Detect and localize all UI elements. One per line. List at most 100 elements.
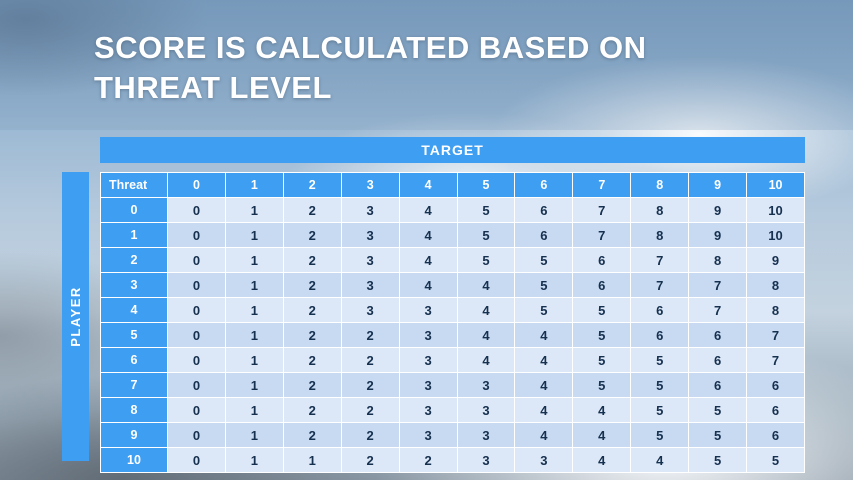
title-line-1: SCORE IS CALCULATED BASED ON	[94, 30, 647, 65]
score-cell: 5	[688, 422, 748, 448]
score-cell: 0	[167, 397, 226, 423]
score-cell: 2	[340, 372, 400, 398]
player-label: PLAYER	[68, 286, 84, 347]
score-cell: 4	[514, 397, 574, 423]
score-cell: 2	[282, 422, 342, 448]
score-cell: 5	[456, 197, 516, 223]
column-header-cell: 9	[688, 172, 748, 198]
score-cell: 3	[340, 297, 400, 323]
score-cell: 7	[746, 322, 805, 348]
score-cell: 5	[630, 347, 690, 373]
score-cell: 3	[456, 397, 516, 423]
score-cell: 2	[398, 447, 458, 473]
score-cell: 3	[398, 372, 458, 398]
score-cell: 2	[282, 347, 342, 373]
score-cell: 2	[282, 272, 342, 298]
score-cell: 1	[224, 447, 284, 473]
row-header-cell: 9	[100, 422, 168, 448]
column-header-cell: 3	[340, 172, 400, 198]
score-cell: 2	[282, 197, 342, 223]
score-cell: 3	[456, 447, 516, 473]
score-cell: 7	[688, 272, 748, 298]
score-cell: 0	[167, 347, 226, 373]
table-head: Threat 0 1 2 3 4 5 6 7 8 9 10	[100, 172, 805, 198]
score-cell: 3	[398, 322, 458, 348]
score-cell: 1	[224, 397, 284, 423]
score-cell: 2	[282, 397, 342, 423]
score-cell: 8	[688, 247, 748, 273]
score-cell: 5	[630, 422, 690, 448]
score-cell: 9	[688, 222, 748, 248]
score-cell: 4	[514, 347, 574, 373]
score-cell: 4	[572, 447, 632, 473]
score-cell: 6	[630, 322, 690, 348]
score-cell: 4	[398, 197, 458, 223]
score-cell: 9	[746, 247, 805, 273]
score-cell: 1	[282, 447, 342, 473]
column-header-cell: 8	[630, 172, 690, 198]
column-header-cell: 1	[224, 172, 284, 198]
score-cell: 3	[340, 247, 400, 273]
score-cell: 5	[514, 272, 574, 298]
score-cell: 3	[398, 347, 458, 373]
score-cell: 4	[398, 272, 458, 298]
score-cell: 3	[340, 272, 400, 298]
score-cell: 5	[456, 247, 516, 273]
score-cell: 4	[514, 322, 574, 348]
score-cell: 3	[340, 197, 400, 223]
score-cell: 0	[167, 322, 226, 348]
player-header-bar: PLAYER	[62, 172, 89, 461]
page-title: SCORE IS CALCULATED BASED ON THREAT LEVE…	[94, 28, 647, 107]
score-cell: 5	[572, 322, 632, 348]
score-cell: 2	[282, 322, 342, 348]
score-cell: 5	[456, 222, 516, 248]
score-cell: 4	[456, 297, 516, 323]
score-cell: 6	[688, 322, 748, 348]
score-cell: 7	[572, 222, 632, 248]
score-cell: 6	[572, 247, 632, 273]
row-header-cell: 10	[100, 447, 168, 473]
score-cell: 6	[514, 222, 574, 248]
score-cell: 5	[572, 297, 632, 323]
score-cell: 9	[688, 197, 748, 223]
score-cell: 2	[340, 447, 400, 473]
score-cell: 5	[688, 447, 748, 473]
score-cell: 7	[572, 197, 632, 223]
score-cell: 7	[630, 272, 690, 298]
score-cell: 1	[224, 247, 284, 273]
table-body: 0 0 1 2 3 4 5 6 7 8 9 10 1 0 1 2 3 4 5 6 7 8 9 10 2 0 1 2 3 4 5 5 6 7 8 9 3 0…	[100, 197, 805, 473]
column-header-cell: 6	[514, 172, 574, 198]
score-cell: 7	[630, 247, 690, 273]
score-cell: 0	[167, 222, 226, 248]
score-cell: 1	[224, 322, 284, 348]
score-cell: 1	[224, 297, 284, 323]
score-cell: 4	[630, 447, 690, 473]
score-cell: 8	[630, 222, 690, 248]
score-cell: 1	[224, 272, 284, 298]
score-cell: 4	[456, 347, 516, 373]
score-cell: 2	[340, 397, 400, 423]
score-cell: 5	[572, 347, 632, 373]
score-cell: 2	[282, 297, 342, 323]
score-cell: 1	[224, 347, 284, 373]
column-header-cell: 7	[572, 172, 632, 198]
score-cell: 6	[746, 397, 805, 423]
score-cell: 8	[746, 272, 805, 298]
threat-corner-cell: Threat	[100, 172, 168, 198]
score-cell: 3	[398, 397, 458, 423]
score-cell: 8	[630, 197, 690, 223]
score-cell: 2	[340, 322, 400, 348]
score-cell: 2	[282, 372, 342, 398]
score-cell: 1	[224, 422, 284, 448]
score-cell: 6	[688, 372, 748, 398]
score-cell: 2	[282, 247, 342, 273]
header-row: Threat 0 1 2 3 4 5 6 7 8 9 10	[100, 172, 805, 198]
table-row: 1 0 1 2 3 4 5 6 7 8 9 10	[100, 222, 805, 248]
column-header-cell: 5	[456, 172, 516, 198]
